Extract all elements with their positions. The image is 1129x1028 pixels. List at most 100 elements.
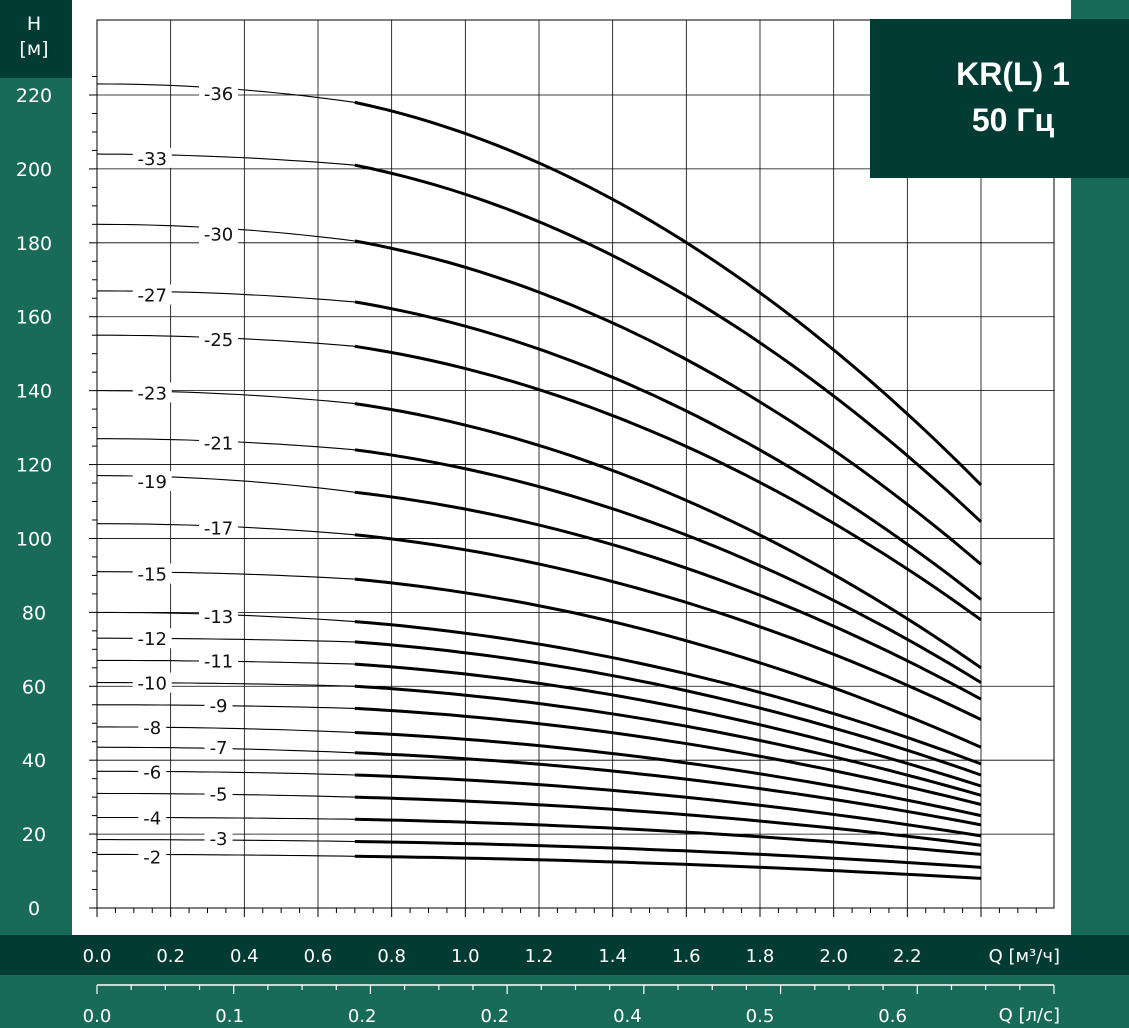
curve-thick	[354, 163, 983, 523]
x-tick-label: 1.2	[525, 946, 554, 967]
series-label: -15	[138, 565, 167, 586]
series-label: -13	[204, 607, 233, 628]
y-axis-label-h: H	[27, 13, 41, 35]
x-tick-label: 0.2	[156, 946, 185, 967]
series-label-bg	[199, 328, 239, 349]
series-label-bg	[138, 807, 167, 828]
curve-thick	[354, 795, 982, 847]
y-tick-label: 0	[28, 898, 40, 920]
x-tick-label: 0.4	[230, 946, 259, 967]
series-label-bg	[199, 650, 239, 671]
curve-thick	[354, 640, 982, 777]
x-tick-label: 1.8	[746, 946, 775, 967]
series-label-bg	[199, 432, 239, 453]
series-label-bg	[204, 827, 233, 848]
series-label-bg	[132, 471, 172, 492]
secondary-tick-label: 0.5	[746, 1006, 775, 1027]
title-line1: KR(L) 1	[956, 56, 1070, 92]
series-label: -33	[138, 149, 167, 170]
title-box	[870, 19, 1129, 178]
series-label: -36	[204, 84, 233, 105]
series-label-bg	[204, 694, 233, 715]
x-tick-label: 0.8	[377, 946, 406, 967]
series-label-bg	[132, 284, 172, 305]
x-axis-band-secondary	[0, 975, 1129, 1028]
curve-thin	[97, 770, 355, 776]
series-label: -9	[210, 696, 228, 717]
curve-thick	[354, 731, 982, 818]
x-axis-unit-secondary: Q [л/с]	[999, 1005, 1060, 1026]
series-label-bg	[132, 672, 172, 693]
curve-thick	[354, 706, 982, 806]
curve-thick	[354, 448, 982, 684]
secondary-tick-label: 0.2	[348, 1006, 377, 1027]
y-tick-label: 220	[16, 85, 52, 107]
series-label-bg	[204, 783, 233, 804]
curve-thick	[354, 533, 982, 721]
curves	[96, 83, 983, 880]
curve-thick	[354, 854, 982, 880]
curve-thick	[354, 773, 982, 838]
series-label: -17	[204, 518, 233, 539]
curve-thin	[97, 816, 355, 820]
series-label-bg	[132, 628, 172, 649]
secondary-tick-label: 0.4	[613, 1006, 642, 1027]
series-label-bg	[199, 223, 239, 244]
y-axis-header	[0, 0, 72, 78]
series-label: -7	[210, 738, 228, 759]
curve-thick	[354, 402, 982, 670]
series-label: -12	[138, 629, 167, 650]
y-axis-label-unit: [м]	[19, 38, 48, 60]
curve-thick	[354, 684, 982, 797]
secondary-tick-label: 0.1	[215, 1006, 244, 1027]
x-tick-labels: 0.0 0.2 0.4 0.6 0.8 1.0 1.2 1.4 1.6 1.8 2.0 2.2	[83, 946, 922, 967]
x-tick-label: 2.0	[819, 946, 848, 967]
y-tick-label: 200	[16, 159, 52, 181]
series-label: -25	[204, 330, 233, 351]
y-tick-label: 180	[16, 233, 52, 255]
curve-thick	[354, 840, 982, 869]
y-tick-label: 20	[22, 824, 46, 846]
curve-thick	[354, 751, 982, 827]
x-tick-label: 2.2	[893, 946, 922, 967]
series-label-bg	[199, 606, 239, 627]
axis-ticks	[89, 76, 1037, 917]
curve-thick	[354, 300, 982, 601]
series-label-bg	[204, 737, 233, 758]
series-label: -2	[143, 847, 161, 868]
series-label: -11	[204, 651, 233, 672]
title-line2: 50 Гц	[972, 102, 1055, 138]
curve-thick	[354, 344, 982, 622]
curve-thick	[354, 662, 982, 788]
curve-thick	[354, 577, 982, 749]
y-tick-label: 100	[16, 528, 52, 550]
series-label: -6	[143, 762, 161, 783]
y-tick-label: 80	[22, 602, 46, 624]
curve-thin	[97, 726, 355, 734]
series-label: -10	[138, 674, 167, 695]
series-label: -5	[210, 784, 228, 805]
secondary-tick-label: 0.2	[480, 1006, 509, 1027]
series-label: -4	[143, 808, 161, 829]
series-label: -30	[204, 225, 233, 246]
y-tick-label: 160	[16, 307, 52, 329]
x-axis-band-primary	[0, 935, 1129, 975]
series-label-bg	[132, 563, 172, 584]
series-label: -8	[143, 718, 161, 739]
y-axis-band	[0, 0, 72, 935]
y-tick-label: 140	[16, 381, 52, 403]
secondary-x-axis: 0.0 0.1 0.2 0.2 0.4 0.5 0.6	[83, 984, 1055, 1027]
secondary-tick-label: 0.6	[878, 1006, 907, 1027]
x-tick-label: 0.6	[304, 946, 333, 967]
curve-thick	[354, 239, 982, 566]
curve-thick	[354, 490, 982, 701]
series-label-bg	[199, 83, 239, 104]
curve-thick	[354, 620, 982, 766]
series-label-bg	[132, 147, 172, 168]
series-label-bg	[138, 716, 167, 737]
y-tick-label: 120	[16, 455, 52, 477]
series-label-bg	[138, 761, 167, 782]
secondary-tick-label: 0.0	[83, 1006, 112, 1027]
series-label-bg	[132, 382, 172, 403]
x-tick-label: 1.0	[451, 946, 480, 967]
